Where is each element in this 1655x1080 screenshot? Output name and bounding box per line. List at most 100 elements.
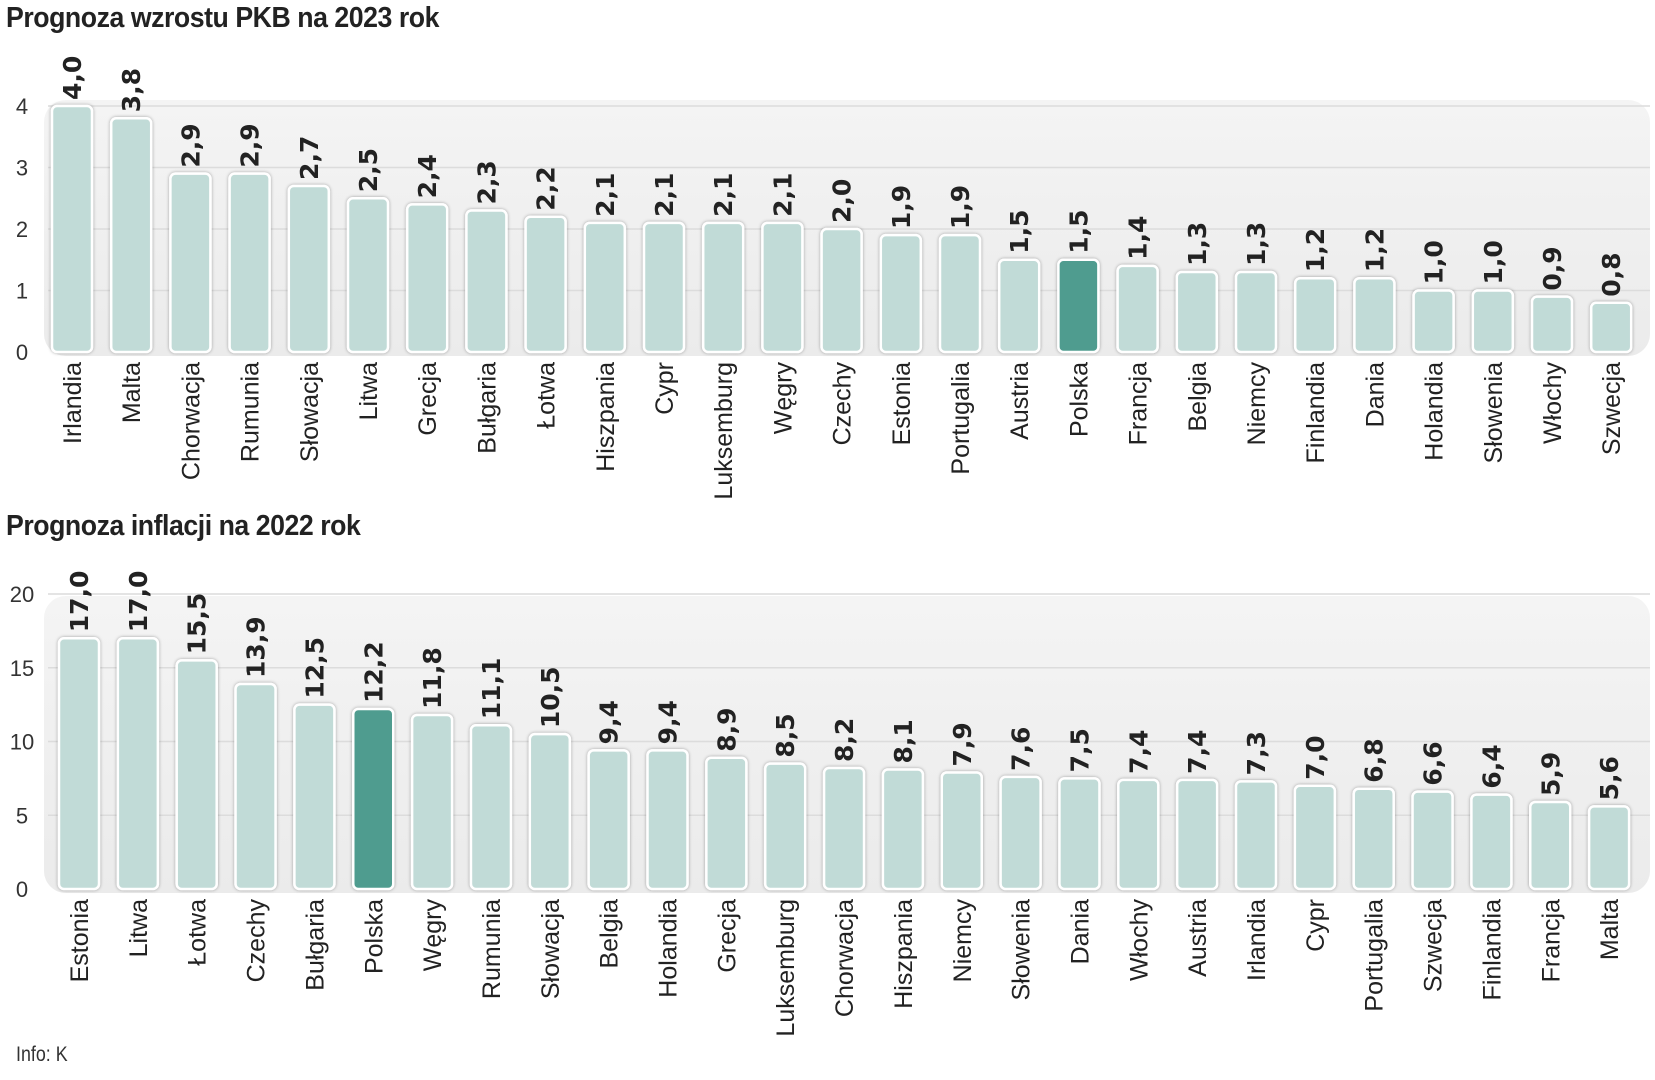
category-label: Estonia xyxy=(66,899,94,982)
value-label: 7,3 xyxy=(1242,731,1271,775)
value-label: 1,3 xyxy=(1183,222,1212,266)
bar-włochy xyxy=(1530,295,1574,354)
bar-słowenia xyxy=(999,775,1042,891)
bar-szwecja xyxy=(1589,301,1633,354)
category-label: Słowacja xyxy=(296,362,324,462)
category-label: Chorwacja xyxy=(831,899,859,1017)
y-tick-label: 0 xyxy=(16,877,28,902)
value-label: 1,5 xyxy=(1064,209,1093,253)
bar-grecja xyxy=(705,756,748,891)
category-label: Włochy xyxy=(1125,899,1153,981)
category-label: Węgry xyxy=(419,899,447,972)
chart-title-gdp: Prognoza wzrostu PKB na 2023 rok xyxy=(6,2,440,34)
y-tick-label: 0 xyxy=(16,340,28,365)
category-label: Włochy xyxy=(1539,362,1567,444)
bar-niemcy xyxy=(1234,270,1278,354)
bar-cypr xyxy=(1293,784,1337,891)
bar-luksemburg xyxy=(701,221,745,354)
bar-cypr xyxy=(642,221,686,354)
bar-irlandia xyxy=(1234,780,1278,891)
value-label: 1,4 xyxy=(1124,216,1153,260)
value-label: 12,2 xyxy=(359,641,388,703)
category-label: Belgia xyxy=(596,899,624,969)
category-label: Malta xyxy=(1596,899,1624,960)
value-label: 13,9 xyxy=(242,616,271,678)
category-label: Irlandia xyxy=(1243,899,1271,981)
value-label: 7,6 xyxy=(1007,727,1036,771)
bar-rumunia xyxy=(469,724,513,891)
y-tick-label: 20 xyxy=(10,582,34,607)
category-label: Czechy xyxy=(829,362,857,446)
value-label: 2,0 xyxy=(828,179,857,223)
bar-malta xyxy=(1587,805,1631,891)
bar-finlandia xyxy=(1293,276,1337,354)
bar-węgry xyxy=(410,713,454,891)
value-label: 11,1 xyxy=(477,658,506,720)
category-label: Grecja xyxy=(713,899,741,973)
bar-holandia xyxy=(1412,289,1455,354)
bar-malta xyxy=(109,117,153,354)
bar-dania xyxy=(1353,276,1396,354)
bar-estonia xyxy=(879,233,923,354)
y-tick-label: 15 xyxy=(10,656,34,681)
bar-polska xyxy=(352,707,395,891)
bar-francja xyxy=(1529,800,1572,891)
bar-słowacja xyxy=(528,732,572,891)
value-label: 9,4 xyxy=(654,700,683,744)
value-label: 12,5 xyxy=(300,637,329,699)
value-label: 11,8 xyxy=(418,647,447,709)
category-label: Polska xyxy=(1065,362,1093,437)
category-label: Szwecja xyxy=(1598,362,1626,455)
bar-portugalia xyxy=(1352,787,1395,891)
value-label: 8,5 xyxy=(771,713,800,757)
source-note: Info: K xyxy=(16,1043,68,1066)
bar-bułgaria xyxy=(293,703,336,891)
value-label: 8,1 xyxy=(889,719,918,763)
category-label: Portugalia xyxy=(947,362,975,475)
category-label: Malta xyxy=(118,362,146,423)
bar-austria xyxy=(997,258,1041,354)
value-label: 8,2 xyxy=(830,718,859,762)
value-label: 2,1 xyxy=(709,173,738,217)
category-label: Cypr xyxy=(651,362,679,415)
y-tick-label: 2 xyxy=(16,217,28,242)
y-tick-label: 1 xyxy=(16,279,28,304)
bar-słowacja xyxy=(287,184,331,354)
value-label: 7,4 xyxy=(1183,730,1212,774)
bar-belgia xyxy=(1175,270,1219,354)
category-label: Luksemburg xyxy=(772,899,800,1037)
category-label: Belgia xyxy=(1184,362,1212,432)
y-tick-label: 10 xyxy=(10,730,34,755)
category-label: Bułgaria xyxy=(301,899,329,991)
value-label: 1,3 xyxy=(1242,222,1271,266)
category-label: Polska xyxy=(360,899,388,974)
value-label: 0,9 xyxy=(1538,246,1567,290)
value-label: 8,9 xyxy=(712,707,741,751)
bar-litwa xyxy=(346,197,390,354)
category-label: Łotwa xyxy=(533,362,561,429)
category-label: Portugalia xyxy=(1361,899,1389,1012)
y-tick-label: 5 xyxy=(16,803,28,828)
category-label: Luksemburg xyxy=(710,362,738,500)
value-label: 2,3 xyxy=(472,160,501,204)
category-label: Litwa xyxy=(355,362,383,420)
value-label: 2,2 xyxy=(532,166,561,210)
category-label: Węgry xyxy=(769,362,797,435)
category-label: Dania xyxy=(1066,899,1094,964)
value-label: 6,4 xyxy=(1477,744,1506,788)
bar-czechy xyxy=(234,682,277,891)
value-label: 17,0 xyxy=(124,571,153,633)
bar-austria xyxy=(1175,778,1219,891)
category-label: Francja xyxy=(1125,362,1153,445)
category-label: Czechy xyxy=(243,899,271,983)
bar-chorwacja xyxy=(822,766,866,891)
category-label: Hiszpania xyxy=(890,899,918,1009)
bar-luksemburg xyxy=(763,762,807,891)
value-label: 2,5 xyxy=(354,148,383,192)
category-label: Hiszpania xyxy=(592,362,620,472)
value-label: 1,5 xyxy=(1005,209,1034,253)
bar-szwecja xyxy=(1411,790,1454,891)
bar-grecja xyxy=(405,203,449,354)
value-label: 2,1 xyxy=(768,173,797,217)
bar-węgry xyxy=(761,221,804,354)
